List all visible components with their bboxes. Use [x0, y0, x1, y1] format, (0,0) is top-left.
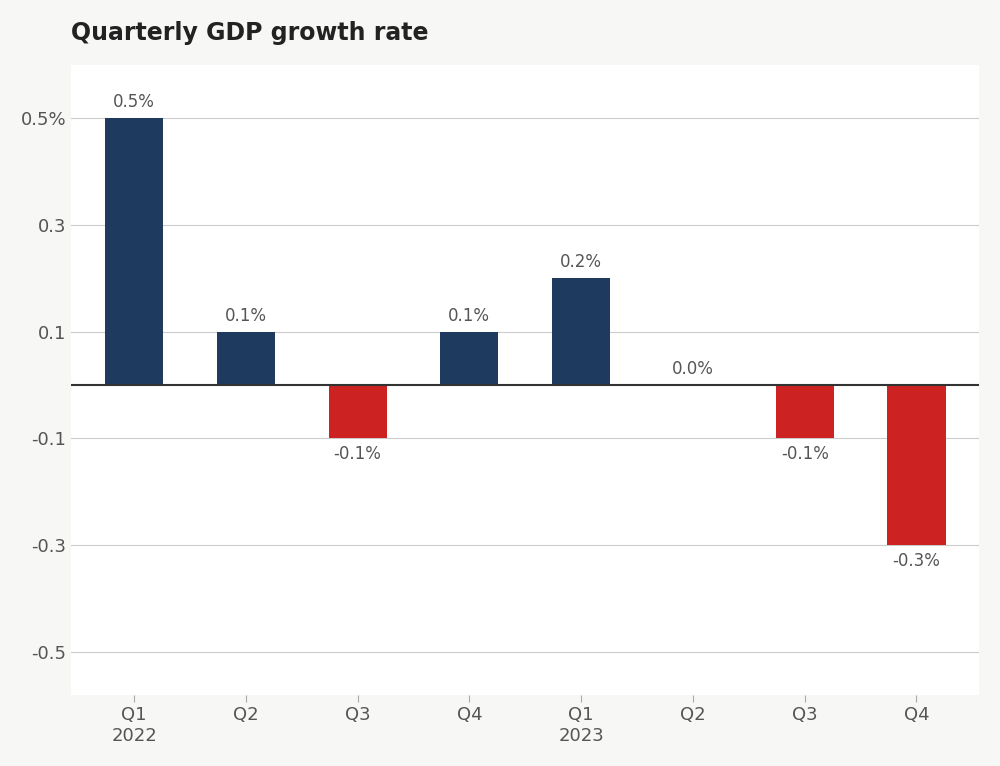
Text: 0.1%: 0.1%: [225, 306, 267, 325]
Bar: [776, 385, 834, 438]
Bar: [217, 332, 275, 385]
Bar: [887, 385, 946, 545]
Text: -0.1%: -0.1%: [781, 445, 829, 463]
Text: -0.3%: -0.3%: [893, 552, 940, 570]
Text: Quarterly GDP growth rate: Quarterly GDP growth rate: [71, 21, 429, 45]
Text: 0.5%: 0.5%: [113, 93, 155, 111]
Text: 0.0%: 0.0%: [672, 360, 714, 378]
Bar: [440, 332, 498, 385]
Text: 0.1%: 0.1%: [448, 306, 490, 325]
Text: 0.2%: 0.2%: [560, 254, 602, 271]
Bar: [105, 118, 163, 385]
Bar: [552, 278, 610, 385]
Text: -0.1%: -0.1%: [334, 445, 382, 463]
Bar: [329, 385, 387, 438]
